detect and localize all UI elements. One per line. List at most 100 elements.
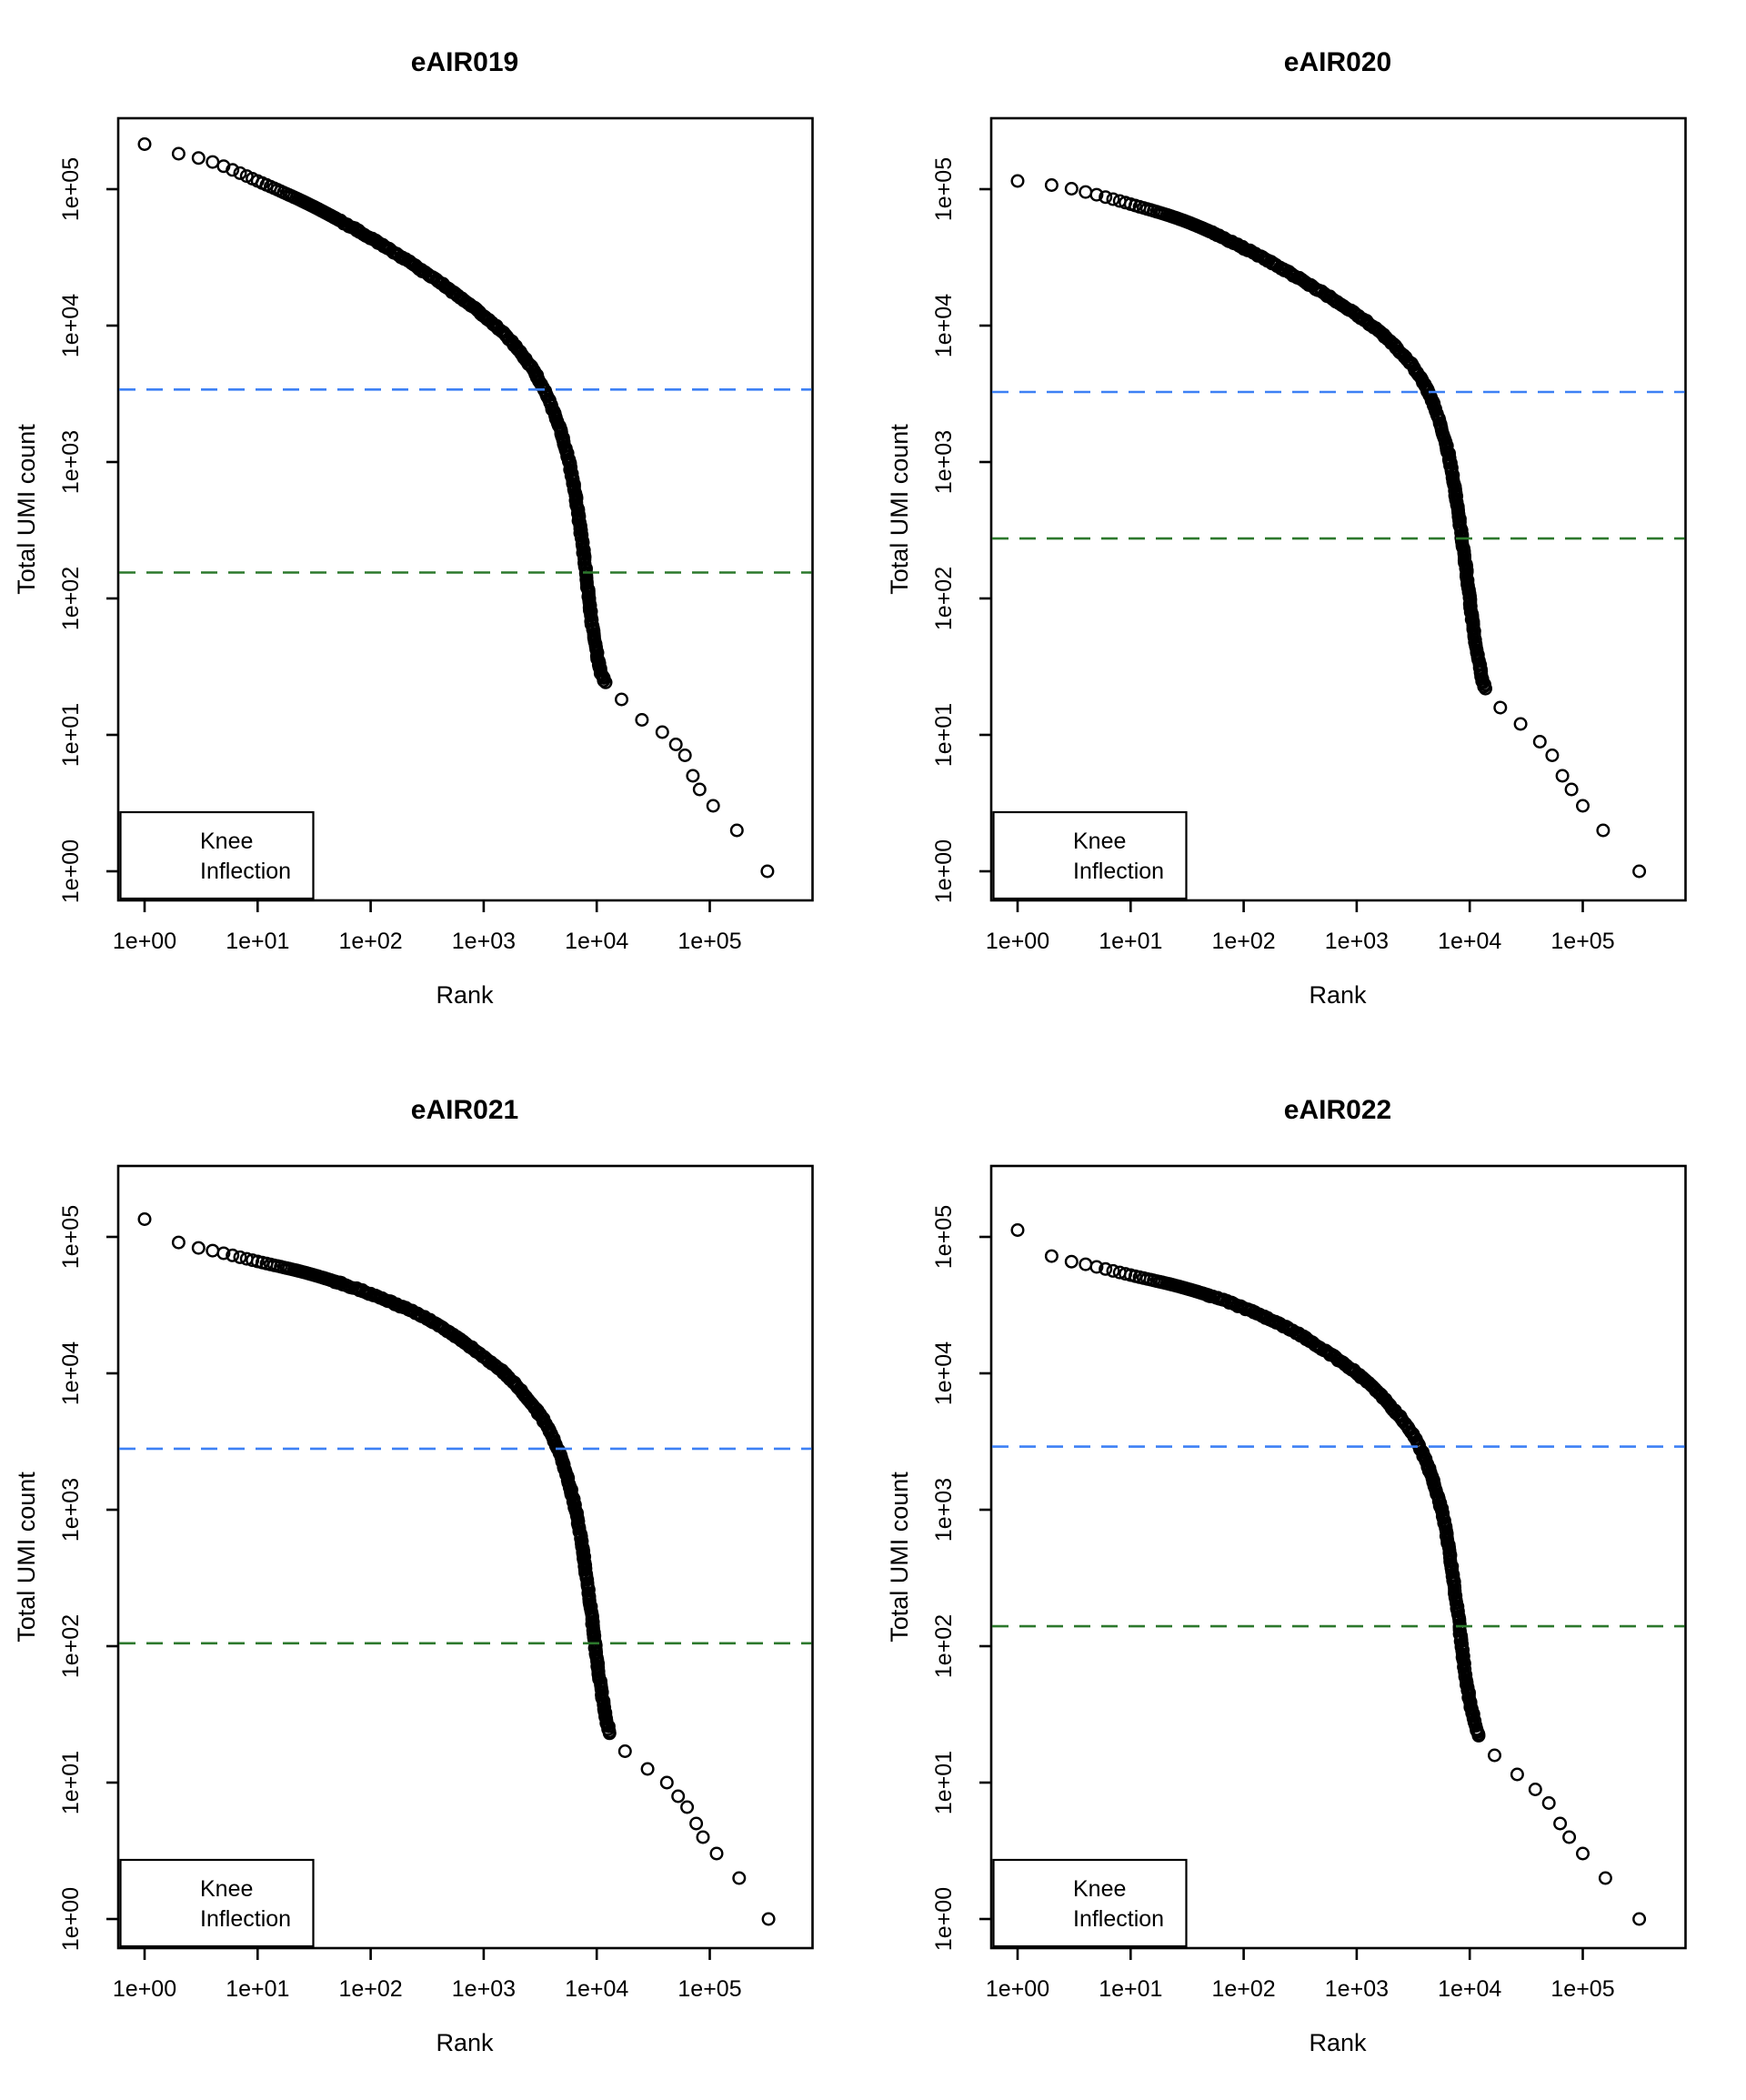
data-point (1510, 1767, 1524, 1782)
data-point (729, 823, 744, 838)
y-tick-label: 1e+05 (931, 157, 957, 221)
data-point (1079, 185, 1093, 199)
data-point (1596, 823, 1611, 838)
y-tick-label: 1e+00 (58, 1887, 84, 1951)
data-points (1010, 174, 1647, 879)
x-axis-label: Rank (436, 981, 494, 1009)
x-tick-label: 1e+02 (338, 929, 402, 954)
y-axis-label: Total UMI count (13, 424, 40, 595)
legend-box (119, 1858, 315, 1948)
legend-knee-label: Knee (1073, 829, 1126, 854)
y-tick-label: 1e+02 (58, 1614, 84, 1678)
data-point (1089, 1260, 1104, 1274)
plot-box (989, 1164, 1687, 1950)
x-axis-ticks: 1e+00 1e+01 1e+02 1e+03 1e+04 1e+05 (113, 1948, 742, 2002)
y-axis-label: Total UMI count (886, 424, 913, 595)
data-point (597, 673, 611, 688)
data-point (1064, 181, 1079, 196)
data-point (1099, 190, 1113, 205)
barcode-rank-plot-eAIR020: eAIR020 Rank Total UMI count 1e+00 1e+01 1… (886, 47, 1687, 1009)
panel-title: eAIR022 (1284, 1095, 1391, 1125)
y-tick-label: 1e+02 (931, 1614, 957, 1678)
data-point (671, 1789, 686, 1804)
data-point (137, 136, 152, 151)
data-point (1044, 1249, 1059, 1263)
x-tick-label: 1e+03 (452, 929, 516, 954)
x-tick-label: 1e+03 (1325, 929, 1389, 954)
barcode-rank-plot-eAIR022: eAIR022 Rank Total UMI count 1e+00 1e+01 1… (886, 1095, 1687, 2056)
legend-box (992, 810, 1188, 900)
data-point (602, 1726, 617, 1741)
panel-title: eAIR019 (411, 47, 518, 77)
y-axis-ticks: 1e+00 1e+01 1e+02 1e+03 1e+04 1e+05 (58, 1205, 118, 1951)
x-tick-label: 1e+01 (226, 1976, 289, 2002)
y-tick-label: 1e+05 (931, 1205, 957, 1269)
panel-eAIR020: eAIR020 Rank Total UMI count 1e+00 1e+01 1… (873, 0, 1746, 1048)
y-tick-label: 1e+03 (58, 1478, 84, 1542)
data-point (1089, 187, 1104, 202)
data-point (1562, 1830, 1577, 1844)
legend-box (992, 1858, 1188, 1948)
data-point (668, 738, 683, 752)
data-point (1545, 749, 1560, 763)
y-tick-label: 1e+04 (931, 294, 957, 357)
panel-title: eAIR021 (411, 1095, 518, 1125)
x-tick-label: 1e+00 (986, 929, 1049, 954)
y-tick-label: 1e+01 (58, 1751, 84, 1814)
data-point (226, 163, 240, 177)
data-point (635, 713, 649, 728)
data-points (1010, 1222, 1647, 1926)
data-point (1541, 1796, 1556, 1811)
data-point (1079, 1257, 1093, 1271)
data-point (617, 1744, 632, 1759)
legend: Knee Inflection (992, 1858, 1188, 1948)
x-tick-label: 1e+02 (338, 1976, 402, 2002)
plot-box (989, 116, 1687, 902)
x-tick-label: 1e+04 (1438, 1976, 1501, 2002)
data-point (1513, 717, 1528, 731)
data-point (1044, 177, 1059, 192)
x-axis-ticks: 1e+00 1e+01 1e+02 1e+03 1e+04 1e+05 (986, 1948, 1615, 2002)
data-point (1532, 735, 1547, 749)
data-point (1010, 1222, 1025, 1237)
x-tick-label: 1e+05 (677, 1976, 741, 2002)
y-tick-label: 1e+01 (931, 703, 957, 767)
data-point (226, 1248, 240, 1262)
y-axis-ticks: 1e+00 1e+01 1e+02 1e+03 1e+04 1e+05 (58, 157, 118, 903)
panel-title: eAIR020 (1284, 47, 1391, 77)
legend-box (119, 810, 315, 900)
legend-knee-label: Knee (200, 829, 253, 854)
data-point (233, 166, 247, 180)
data-point (1564, 782, 1579, 797)
data-point (1488, 1748, 1502, 1763)
data-point (206, 155, 220, 169)
y-tick-label: 1e+04 (58, 294, 84, 357)
x-tick-label: 1e+04 (565, 929, 628, 954)
data-point (191, 1241, 206, 1255)
data-point (696, 1830, 710, 1844)
x-tick-label: 1e+00 (986, 1976, 1049, 2002)
y-tick-label: 1e+00 (931, 839, 957, 903)
data-point (659, 1775, 674, 1790)
y-tick-label: 1e+00 (931, 1887, 957, 1951)
data-point (655, 725, 669, 739)
data-point (1010, 174, 1025, 188)
legend: Knee Inflection (119, 1858, 315, 1948)
panel-eAIR019: eAIR019 Rank Total UMI count 1e+00 1e+01 1… (0, 0, 873, 1048)
x-axis-ticks: 1e+00 1e+01 1e+02 1e+03 1e+04 1e+05 (986, 900, 1615, 954)
data-point (1106, 192, 1120, 206)
x-tick-label: 1e+03 (1325, 1976, 1389, 2002)
data-point (233, 1250, 247, 1264)
data-point (1555, 769, 1570, 783)
x-tick-label: 1e+05 (677, 929, 741, 954)
x-tick-label: 1e+05 (1550, 1976, 1614, 2002)
data-point (732, 1871, 747, 1885)
y-tick-label: 1e+03 (931, 430, 957, 494)
data-point (216, 1246, 231, 1261)
data-point (1576, 799, 1590, 813)
legend-inflection-label: Inflection (1073, 859, 1164, 884)
x-tick-label: 1e+00 (113, 929, 176, 954)
x-tick-label: 1e+01 (1099, 929, 1162, 954)
data-point (689, 1816, 704, 1831)
data-point (760, 864, 775, 879)
